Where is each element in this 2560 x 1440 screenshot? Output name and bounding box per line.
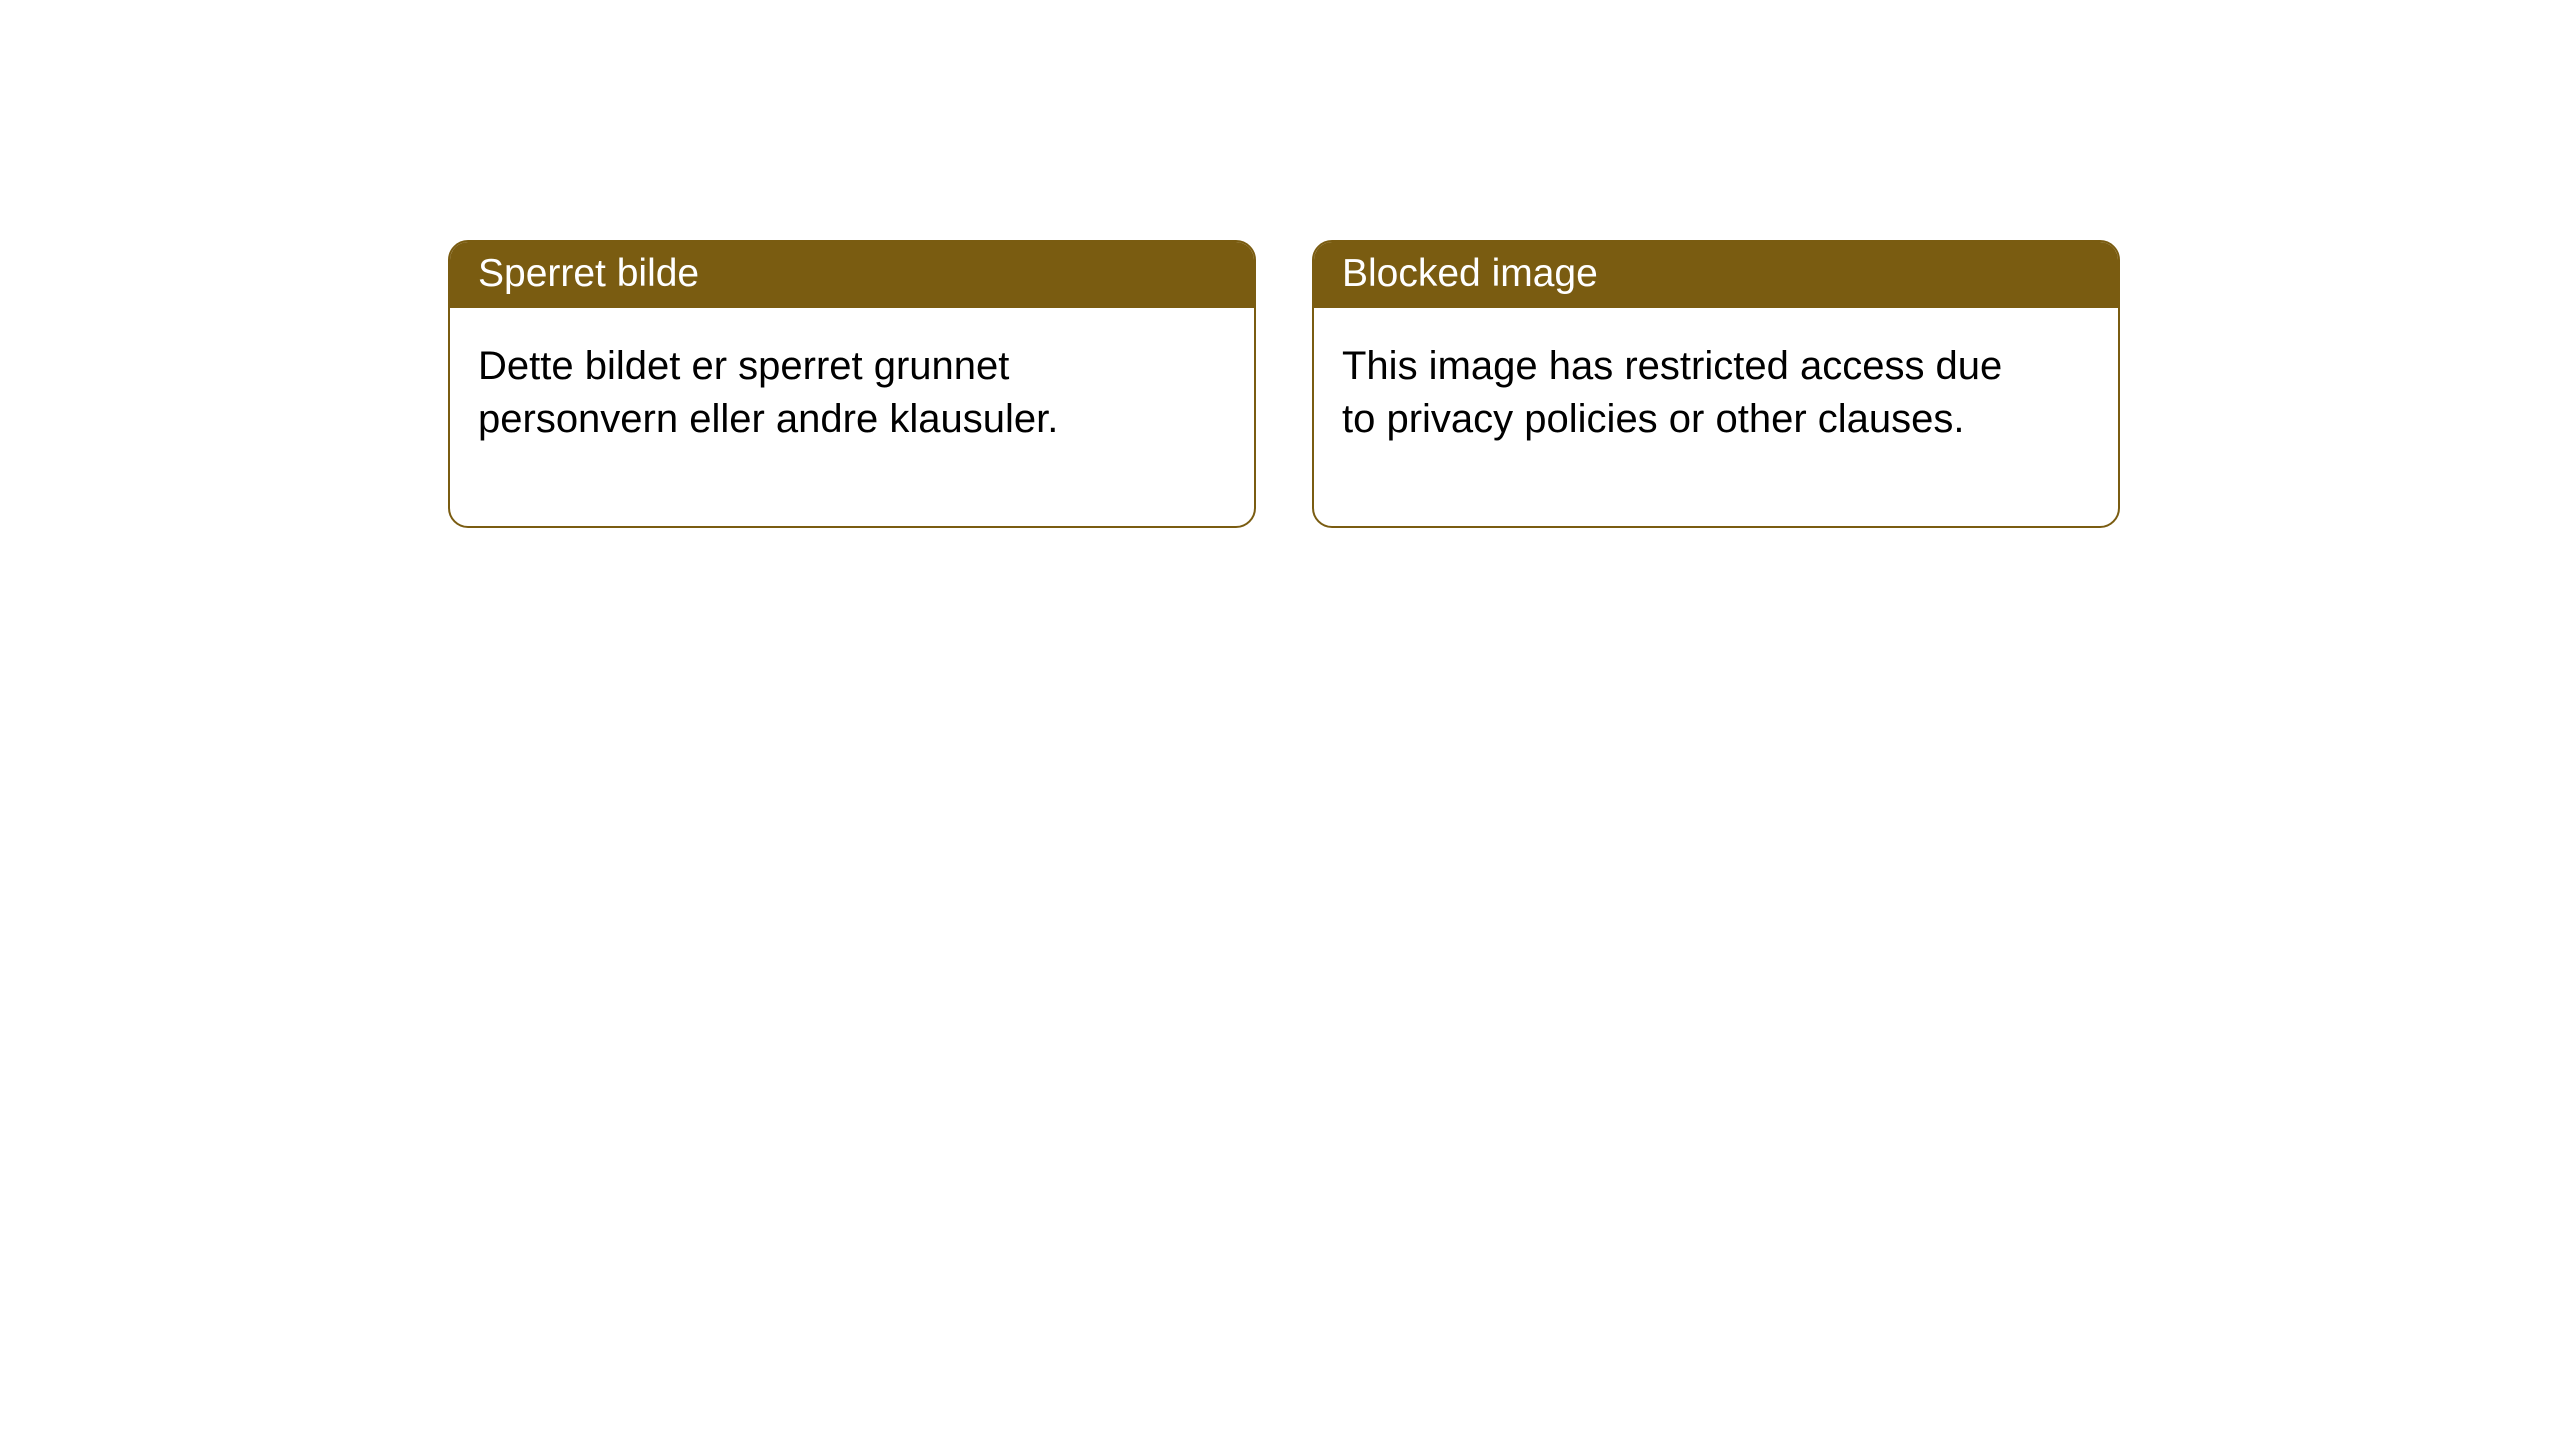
notice-card-english: Blocked image This image has restricted …: [1312, 240, 2120, 528]
notice-card-norwegian: Sperret bilde Dette bildet er sperret gr…: [448, 240, 1256, 528]
notice-text-english: This image has restricted access due to …: [1342, 340, 2022, 446]
notice-text-norwegian: Dette bildet er sperret grunnet personve…: [478, 340, 1158, 446]
notice-title-english: Blocked image: [1314, 242, 2118, 308]
notice-body-english: This image has restricted access due to …: [1314, 308, 2118, 526]
notice-container: Sperret bilde Dette bildet er sperret gr…: [0, 0, 2560, 528]
notice-body-norwegian: Dette bildet er sperret grunnet personve…: [450, 308, 1254, 526]
notice-title-norwegian: Sperret bilde: [450, 242, 1254, 308]
